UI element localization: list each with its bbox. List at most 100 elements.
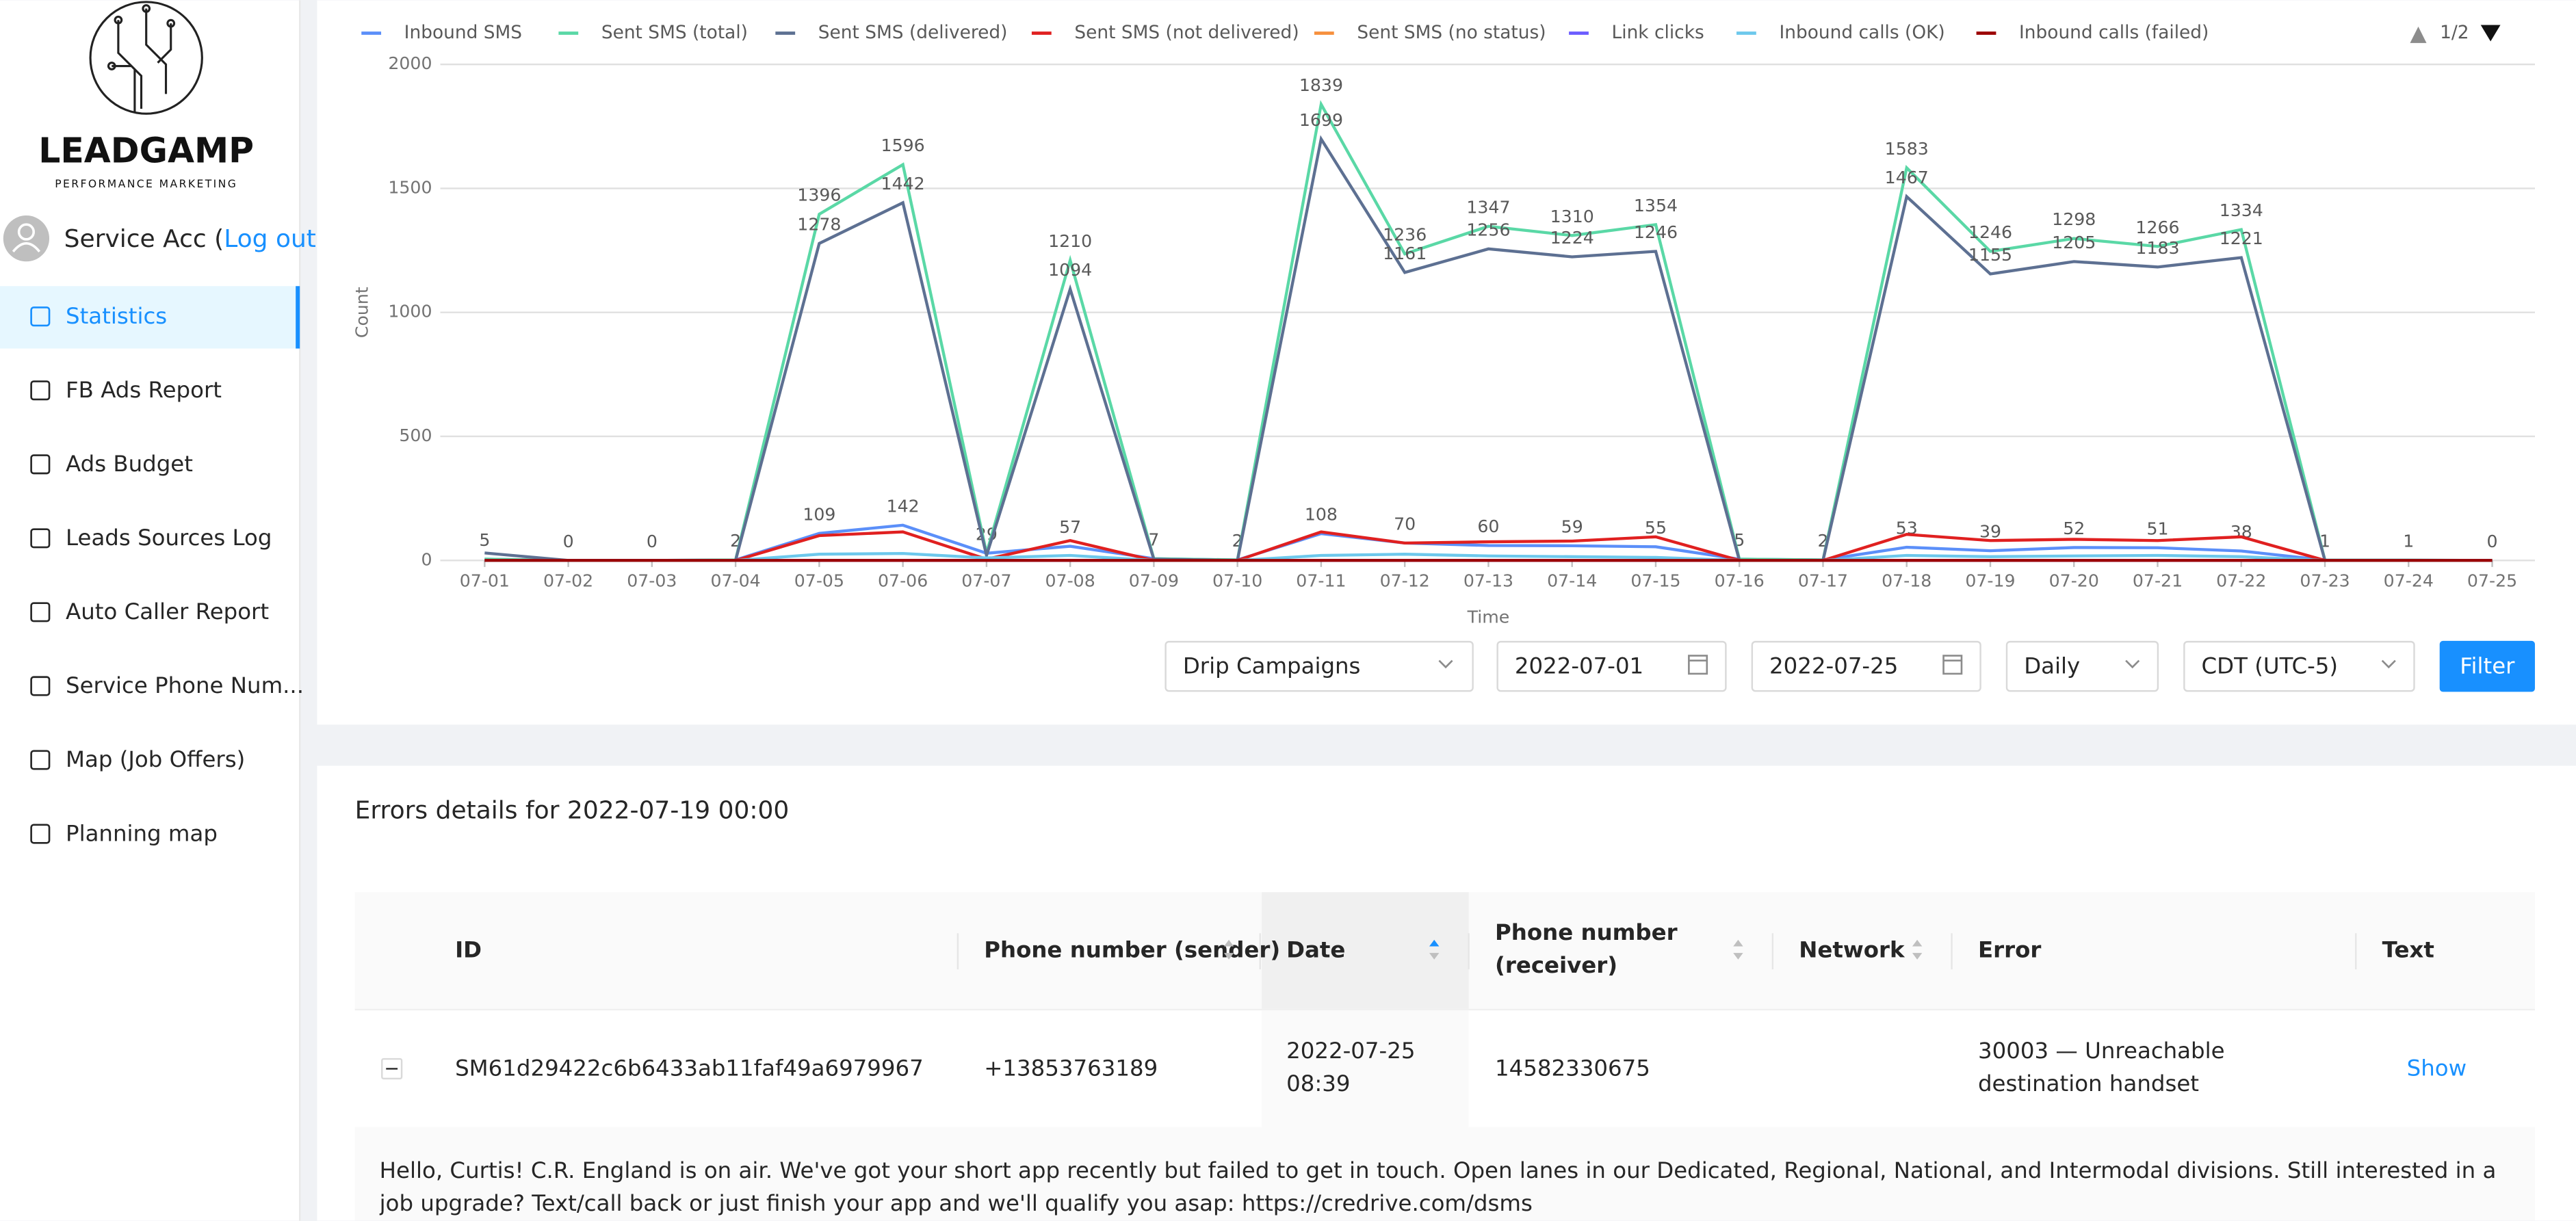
- data-label: 1246: [1968, 222, 2012, 242]
- series-line: [484, 551, 2493, 562]
- data-label: 1205: [2052, 233, 2096, 252]
- campaign-value: Drip Campaigns: [1183, 653, 1361, 679]
- column-header[interactable]: Phone number (sender): [984, 937, 1280, 963]
- show-link[interactable]: Show: [2407, 1055, 2467, 1081]
- menu-icon: [30, 454, 51, 475]
- legend-label[interactable]: Sent SMS (delivered): [818, 22, 1008, 43]
- filter-button[interactable]: [2439, 640, 2535, 692]
- x-tick-label: 07-06: [878, 570, 928, 590]
- menu-item[interactable]: Map (Job Offers): [66, 746, 245, 772]
- sort-up: [1429, 939, 1440, 947]
- column-header-box: Phone number (receiver): [1495, 920, 1678, 980]
- menu-icon: [30, 306, 51, 327]
- data-label: 1839: [1299, 75, 1343, 95]
- legend-label[interactable]: Sent SMS (no status): [1357, 22, 1546, 43]
- data-label: 55: [1645, 518, 1667, 538]
- logout-link[interactable]: Log out: [224, 225, 316, 253]
- menu-item[interactable]: Service Phone Num...: [66, 672, 304, 698]
- y-tick-label: 1500: [388, 177, 432, 197]
- x-tick-label: 07-02: [543, 570, 593, 590]
- legend-next[interactable]: [2480, 25, 2501, 42]
- data-label: 142: [887, 496, 920, 516]
- user: Service Acc (: [64, 225, 224, 253]
- data-label: 39: [1979, 522, 2001, 542]
- menu-item[interactable]: FB Ads Report: [66, 377, 222, 403]
- interval-select[interactable]: [2005, 640, 2159, 692]
- legend-label[interactable]: Inbound SMS: [404, 22, 522, 43]
- legend-label[interactable]: Link clicks: [1612, 22, 1704, 43]
- series-line: [484, 100, 2493, 562]
- menu-item[interactable]: Leads Sources Log: [66, 525, 272, 551]
- data-label: 51: [2146, 518, 2168, 538]
- expanded-text: Hello, Curtis! C.R. England is on air. W…: [379, 1158, 2497, 1218]
- errors-title: Errors details for 2022-07-19 00:00: [355, 797, 790, 825]
- series-line: [484, 530, 2493, 562]
- sort-down: [1733, 953, 1743, 960]
- legend-label[interactable]: Inbound calls (failed): [2019, 22, 2209, 43]
- data-label: 1094: [1048, 260, 1092, 280]
- x-tick-label: 07-18: [1882, 570, 1931, 590]
- y-tick-label: 2000: [388, 53, 432, 73]
- x-tick-label: 07-17: [1798, 570, 1848, 590]
- x-tick-label: 07-16: [1715, 570, 1765, 590]
- cell-box: 2022-07-25 08:39: [1286, 1038, 1415, 1097]
- data-label: 1396: [797, 185, 841, 205]
- interval-value: Daily: [2024, 653, 2080, 679]
- cell: SM61d29422c6b6433ab11faf49a6979967: [455, 1055, 924, 1081]
- user-name: Service Acc (Log out): [64, 225, 326, 253]
- legend-prev[interactable]: [2410, 26, 2427, 43]
- menu-item[interactable]: Planning map: [66, 820, 218, 846]
- sort-up: [1733, 939, 1743, 947]
- data-label: 1224: [1550, 228, 1594, 248]
- x-tick-label: 07-08: [1045, 570, 1095, 590]
- menu-icon: [30, 750, 51, 770]
- data-label: 108: [1305, 505, 1338, 525]
- column-header: Phone number (receiver): [1495, 920, 1678, 980]
- legend-label[interactable]: Sent SMS (not delivered): [1074, 22, 1299, 43]
- data-label: 1596: [881, 135, 925, 155]
- x-tick-label: 07-05: [794, 570, 844, 590]
- x-tick-label: 07-20: [2049, 570, 2099, 590]
- date-to[interactable]: [1751, 640, 1981, 692]
- date-from[interactable]: [1496, 640, 1727, 692]
- sorted-cell: [1262, 1010, 1469, 1127]
- data-label: 0: [563, 531, 574, 551]
- cell-box: 30003 — Unreachable destination handset: [1978, 1038, 2225, 1097]
- sort-down: [1429, 953, 1440, 960]
- x-tick-label: 07-24: [2384, 570, 2434, 590]
- column-header[interactable]: Network: [1799, 937, 1905, 963]
- legend-label[interactable]: Inbound calls (OK): [1779, 22, 1944, 43]
- y-tick-label: 0: [421, 549, 432, 569]
- cell: 14582330675: [1495, 1055, 1650, 1081]
- y-tick-label: 500: [399, 425, 432, 445]
- filter-button-label: Filter: [2460, 653, 2515, 679]
- menu-active-bar: [296, 286, 300, 349]
- data-label: 1161: [1383, 244, 1427, 263]
- data-label: 5: [479, 530, 490, 550]
- expanded-row: [354, 1127, 2535, 1221]
- series-line: [484, 523, 2493, 562]
- menu-item[interactable]: Ads Budget: [66, 451, 193, 477]
- x-tick-label: 07-12: [1380, 570, 1430, 590]
- legend-label[interactable]: Sent SMS (total): [601, 22, 748, 43]
- avatar-icon: [17, 223, 36, 241]
- table: ID Phone number (sender) Date Phone number …: [455, 920, 2467, 1097]
- timezone-select[interactable]: [2183, 640, 2415, 692]
- sort-down: [1912, 953, 1923, 960]
- sort-up: [1912, 939, 1923, 947]
- menu-icon: [30, 380, 51, 401]
- column-header: Text: [2382, 937, 2434, 963]
- chart-card: [317, 0, 2576, 725]
- x-tick-label: 07-22: [2216, 570, 2266, 590]
- campaign-select[interactable]: [1165, 640, 1474, 692]
- y-tick-label: 1000: [388, 302, 432, 321]
- column-header[interactable]: Date: [1286, 937, 1345, 963]
- menu-icon: [30, 528, 51, 549]
- data-label: 1210: [1048, 231, 1092, 251]
- data-label: 1183: [2135, 238, 2179, 258]
- menu-item[interactable]: Statistics: [66, 303, 167, 329]
- menu-item[interactable]: Auto Caller Report: [66, 599, 269, 625]
